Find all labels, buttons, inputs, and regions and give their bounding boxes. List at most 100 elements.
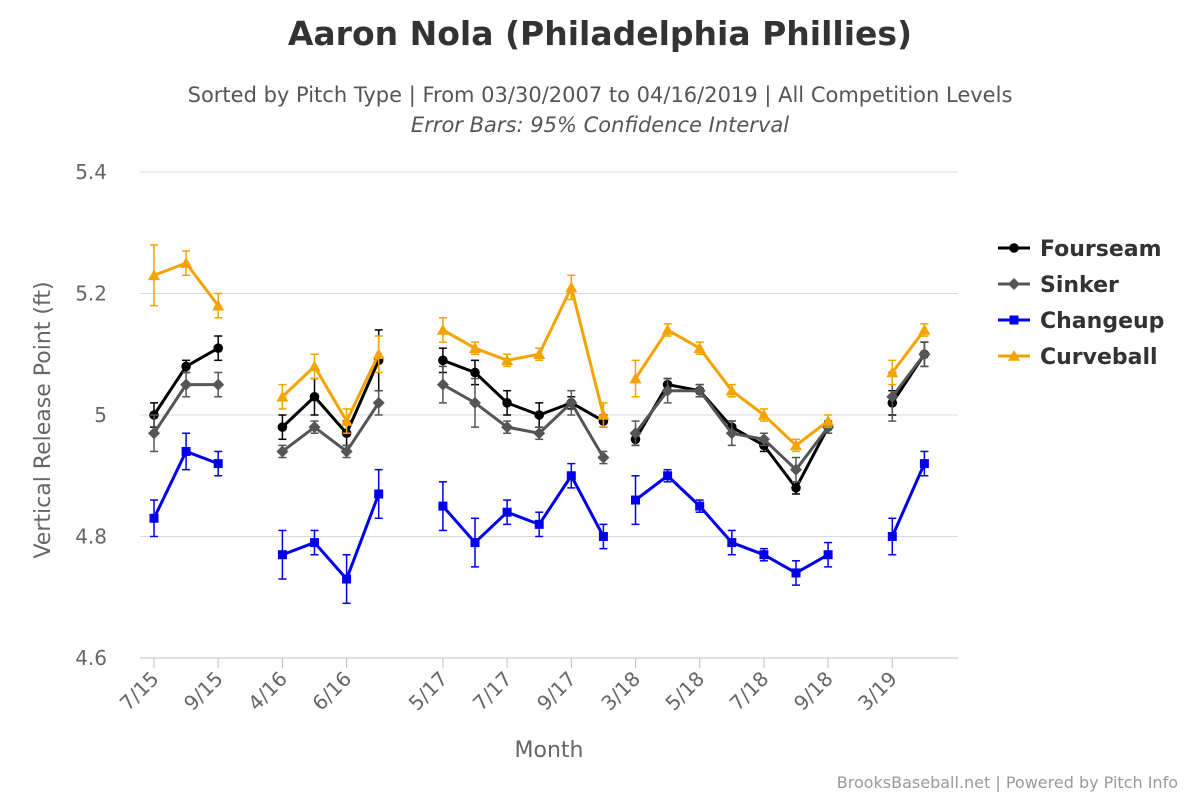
data-point xyxy=(310,538,319,548)
data-point xyxy=(757,409,770,420)
data-point xyxy=(534,410,544,420)
data-point xyxy=(534,519,544,529)
data-point xyxy=(791,483,801,493)
series-changeup xyxy=(149,432,929,605)
data-point xyxy=(276,390,289,402)
x-tick-label: 7/15 xyxy=(115,667,164,716)
chart-error-bar-note: Error Bars: 95% Confidence Interval xyxy=(410,113,790,137)
series-group xyxy=(148,244,931,605)
y-tick-label: 5.2 xyxy=(75,282,107,306)
data-point xyxy=(180,257,193,268)
x-tick-label: 9/15 xyxy=(179,667,228,716)
legend-item-sinker[interactable]: Sinker xyxy=(998,273,1119,298)
x-axis-ticks: 7/15 9/15 4/16 6/16 5/17 7/17 9/17 3/18 5/18 7/18… xyxy=(115,658,902,715)
data-point xyxy=(470,367,480,378)
series-line xyxy=(442,383,605,459)
data-point xyxy=(565,396,578,409)
data-point xyxy=(308,421,321,434)
x-tick-label: 9/17 xyxy=(532,667,581,716)
data-point xyxy=(693,384,706,397)
data-point xyxy=(340,445,353,458)
series-line xyxy=(891,353,926,398)
data-point xyxy=(759,550,769,560)
data-point xyxy=(533,427,546,440)
legend-label: Sinker xyxy=(1040,273,1119,298)
data-point xyxy=(790,439,802,451)
legend-item-fourseam[interactable]: Fourseam xyxy=(998,237,1162,262)
data-point xyxy=(342,574,352,584)
data-point xyxy=(309,391,320,402)
legend-item-curveball[interactable]: Curveball xyxy=(998,345,1158,370)
data-point xyxy=(308,360,321,372)
x-tick-label: 3/18 xyxy=(596,667,645,716)
data-point xyxy=(148,269,160,281)
legend-marker xyxy=(1009,315,1019,325)
data-point xyxy=(822,415,835,426)
series-line xyxy=(442,358,605,423)
data-point xyxy=(629,427,642,440)
legend-item-changeup[interactable]: Changeup xyxy=(998,309,1164,334)
gridlines xyxy=(140,171,958,659)
data-point xyxy=(790,463,802,476)
data-point xyxy=(181,361,191,372)
data-point xyxy=(565,281,578,293)
series-line xyxy=(281,402,380,453)
data-point xyxy=(918,323,931,335)
data-point xyxy=(918,348,931,361)
data-point xyxy=(597,451,610,464)
x-tick-label: 7/17 xyxy=(468,667,517,716)
data-point xyxy=(597,409,610,420)
data-point xyxy=(148,427,160,440)
series-sinker xyxy=(148,341,931,483)
chart-title: Aaron Nola (Philadelphia Phillies) xyxy=(287,14,913,53)
data-point xyxy=(693,342,706,353)
data-point xyxy=(791,568,801,578)
series-line xyxy=(891,329,926,374)
data-point xyxy=(631,495,640,505)
data-point xyxy=(725,384,738,396)
credit-text: BrooksBaseball.net | Powered by Pitch In… xyxy=(836,773,1178,792)
y-tick-label: 4.8 xyxy=(75,525,107,549)
y-tick-label: 5.4 xyxy=(75,160,107,184)
data-point xyxy=(277,422,288,432)
x-tick-label: 3/19 xyxy=(853,667,902,716)
x-axis-title: Month xyxy=(515,738,584,763)
series-line xyxy=(281,353,381,423)
data-point xyxy=(757,433,770,446)
legend-label: Fourseam xyxy=(1040,237,1162,262)
data-point xyxy=(277,550,287,560)
data-point xyxy=(438,355,448,366)
data-point xyxy=(886,390,899,403)
data-point xyxy=(727,538,737,548)
data-point xyxy=(661,323,674,335)
data-point xyxy=(372,348,385,360)
series-line xyxy=(441,474,605,545)
data-point xyxy=(533,348,546,360)
x-tick-label: 5/17 xyxy=(404,667,453,716)
data-point xyxy=(213,343,223,353)
data-point xyxy=(502,398,512,408)
data-point xyxy=(823,550,833,560)
data-point xyxy=(340,415,353,426)
data-point xyxy=(212,378,225,391)
x-tick-label: 7/18 xyxy=(725,667,774,716)
legend[interactable]: Fourseam Sinker Changeup Curveball xyxy=(998,237,1164,370)
x-tick-label: 6/16 xyxy=(307,667,356,716)
y-tick-label: 4.6 xyxy=(75,646,107,670)
series-line xyxy=(442,285,605,416)
data-point xyxy=(887,532,897,541)
data-point xyxy=(436,323,449,335)
data-point xyxy=(501,421,514,434)
data-point xyxy=(436,378,449,391)
data-point xyxy=(149,513,159,523)
data-point xyxy=(212,299,225,311)
data-point xyxy=(469,396,481,409)
data-point xyxy=(438,501,448,511)
data-point xyxy=(566,471,576,481)
data-point xyxy=(695,501,705,511)
data-point xyxy=(501,354,514,366)
data-point xyxy=(213,459,223,469)
series-line xyxy=(281,493,381,581)
chart-subtitle: Sorted by Pitch Type | From 03/30/2007 t… xyxy=(187,83,1013,107)
